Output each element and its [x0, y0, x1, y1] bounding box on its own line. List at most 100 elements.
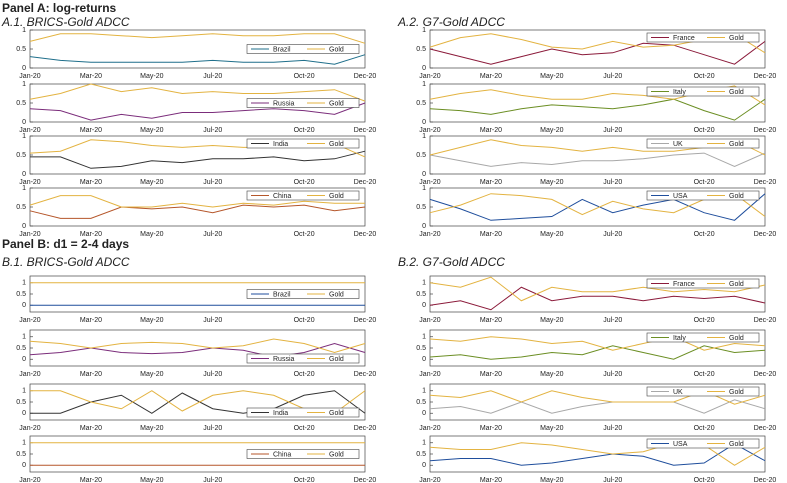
legend-box	[246, 353, 360, 364]
legend-label: India	[273, 410, 288, 417]
x-tick-label: May-20	[140, 477, 163, 483]
x-tick-label: May-20	[540, 73, 563, 80]
y-tick-label: 0	[22, 119, 26, 126]
y-tick-label: 0	[22, 171, 26, 178]
x-tick-label: Oct-20	[294, 179, 315, 186]
y-tick-label: 0	[422, 119, 426, 126]
y-tick-label: 0.5	[416, 46, 426, 53]
y-tick-label: 0	[422, 410, 426, 417]
y-tick-label: 0	[422, 356, 426, 363]
y-tick-label: 0.5	[16, 399, 26, 406]
x-tick-label: Oct-20	[694, 73, 715, 80]
y-tick-label: 1	[422, 185, 426, 192]
x-tick-label: Mar-20	[480, 317, 502, 324]
x-tick-label: May-20	[540, 425, 563, 432]
legend-box	[246, 138, 360, 149]
x-tick-label: Jul-20	[203, 73, 222, 80]
y-tick-label: 0.5	[416, 100, 426, 107]
legend-label: Italy	[673, 89, 686, 96]
series-line	[429, 152, 766, 167]
y-tick-label: 1	[22, 81, 26, 88]
y-tick-label: 0.5	[16, 100, 26, 107]
x-tick-label: Jan-20	[419, 371, 441, 378]
legend-box	[246, 190, 360, 201]
legend-label: Gold	[329, 451, 344, 458]
x-tick-label: Dec-20	[354, 317, 377, 324]
x-tick-label: Jul-20	[203, 317, 222, 324]
x-tick-label: Dec-20	[354, 371, 377, 378]
x-tick-label: Jan-20	[419, 231, 441, 238]
x-tick-label: Mar-20	[80, 127, 102, 134]
series-line	[29, 33, 366, 44]
legend-box	[646, 386, 760, 397]
series-line	[429, 286, 766, 311]
x-tick-label: Mar-20	[480, 179, 502, 186]
y-tick-label: 0	[422, 302, 426, 309]
legend-label: Brazil	[273, 291, 291, 298]
y-tick-label: 0	[422, 171, 426, 178]
x-tick-label: Jan-20	[419, 73, 441, 80]
y-tick-label: 0.5	[16, 451, 26, 458]
series-line	[30, 390, 366, 414]
x-tick-label: Jan-20	[19, 127, 41, 134]
x-tick-label: Jul-20	[603, 73, 622, 80]
x-tick-label: Mar-20	[80, 371, 102, 378]
y-tick-label: 1	[422, 27, 426, 34]
series-line	[29, 54, 366, 65]
x-tick-label: Oct-20	[294, 317, 315, 324]
legend-label: France	[673, 35, 695, 42]
x-tick-label: Oct-20	[694, 425, 715, 432]
y-tick-label: 1	[422, 81, 426, 88]
x-tick-label: Jul-20	[603, 477, 622, 483]
x-tick-label: Jan-20	[419, 127, 441, 134]
x-tick-label: Jan-20	[19, 371, 41, 378]
legend-label: Gold	[729, 193, 744, 200]
x-tick-label: Jan-20	[19, 231, 41, 238]
y-tick-label: 0	[22, 65, 26, 72]
group-title: A.1. BRICS-Gold ADCC	[1, 15, 130, 29]
y-tick-label: 1	[422, 133, 426, 140]
x-tick-label: Jan-20	[419, 179, 441, 186]
legend-label: Gold	[329, 46, 344, 53]
x-tick-label: May-20	[140, 127, 163, 134]
x-tick-label: Jul-20	[203, 179, 222, 186]
series-line	[30, 150, 366, 169]
legend-label: China	[273, 451, 291, 458]
x-tick-label: Oct-20	[294, 425, 315, 432]
legend-box	[646, 278, 760, 289]
x-tick-label: Jan-20	[19, 477, 41, 483]
series-line	[429, 40, 766, 65]
legend-label: Gold	[729, 441, 744, 448]
series-line	[429, 345, 766, 360]
x-tick-label: Jul-20	[203, 231, 222, 238]
x-tick-label: Dec-20	[754, 179, 777, 186]
legend-label: Italy	[673, 335, 686, 342]
legend-box	[246, 289, 360, 299]
x-tick-label: Jan-20	[419, 477, 441, 483]
y-tick-label: 0.5	[416, 152, 426, 159]
x-tick-label: Oct-20	[694, 179, 715, 186]
x-tick-label: Oct-20	[294, 73, 315, 80]
x-tick-label: Dec-20	[754, 371, 777, 378]
group-title: A.2. G7-Gold ADCC	[397, 15, 505, 29]
y-tick-label: 1	[22, 334, 26, 341]
x-tick-label: Dec-20	[354, 179, 377, 186]
legend-label: Gold	[329, 356, 344, 363]
legend-box	[246, 98, 360, 108]
x-tick-label: Jul-20	[203, 371, 222, 378]
legend-box	[646, 190, 760, 201]
legend-label: USA	[673, 441, 688, 448]
legend-box	[246, 407, 360, 418]
y-tick-label: 1	[22, 440, 26, 447]
legend-label: UK	[673, 389, 683, 396]
legend-label: Russia	[273, 100, 295, 107]
x-tick-label: Oct-20	[294, 127, 315, 134]
legend-label: Gold	[329, 141, 344, 148]
y-tick-label: 0	[422, 223, 426, 230]
legend-label: China	[273, 193, 291, 200]
x-tick-label: Oct-20	[694, 477, 715, 483]
x-tick-label: Dec-20	[754, 317, 777, 324]
y-tick-label: 1	[422, 334, 426, 341]
x-tick-label: May-20	[540, 127, 563, 134]
